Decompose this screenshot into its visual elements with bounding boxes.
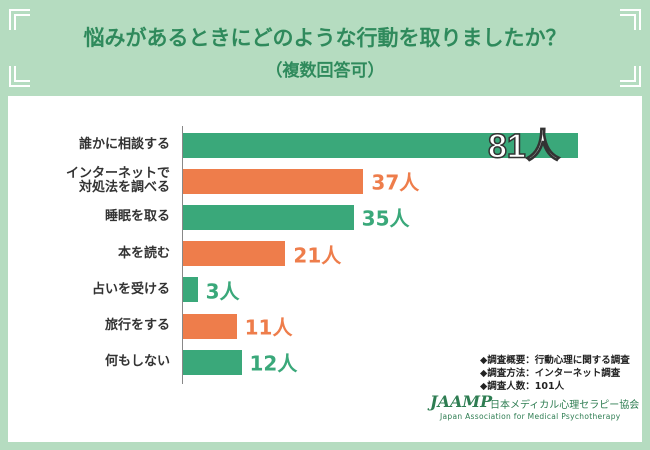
y-tick-label: 占いを受ける — [91, 281, 170, 297]
value-label: 37人 — [371, 170, 420, 195]
value-label: 11人 — [244, 315, 293, 340]
chart-title: 悩みがあるときにどのような行動を取りましたか？ — [83, 26, 567, 50]
chart-subtitle: （複数回答可） — [265, 61, 385, 81]
y-tick-label: 何もしない — [104, 354, 170, 370]
corner-ornaments — [9, 9, 641, 87]
y-tick-label: 旅行をする — [104, 318, 170, 333]
value-label: 3人 — [205, 279, 240, 304]
note: ◆調査方法：インターネット調査 — [480, 368, 621, 379]
y-tick-label: 誰かに相談する — [78, 137, 170, 152]
note: ◆調査概要：行動心理に関する調査 — [480, 355, 630, 366]
y-tick-label: インターネットで 対処法を調べる — [65, 166, 170, 196]
logo-mark: JAAMP — [430, 392, 493, 411]
logo-name: 日本メディカル心理セラピー協会 — [490, 400, 640, 411]
note: ◆調査人数：101人 — [480, 381, 565, 392]
bar — [183, 204, 354, 230]
bar — [183, 241, 286, 267]
bar — [183, 277, 198, 303]
value-label: 35人 — [361, 206, 410, 231]
value-label: 81人 — [487, 127, 560, 167]
y-tick-label: 本を読む — [117, 245, 170, 261]
bar — [183, 132, 578, 158]
bar — [183, 349, 242, 375]
axis-line — [182, 126, 183, 384]
logo-english: Japan Association for Medical Psychother… — [440, 412, 621, 421]
value-label: 12人 — [249, 351, 298, 376]
bar — [183, 168, 364, 194]
bar — [183, 313, 237, 339]
value-label: 21人 — [293, 243, 342, 268]
y-tick-label: 睡眠を取る — [104, 209, 170, 225]
